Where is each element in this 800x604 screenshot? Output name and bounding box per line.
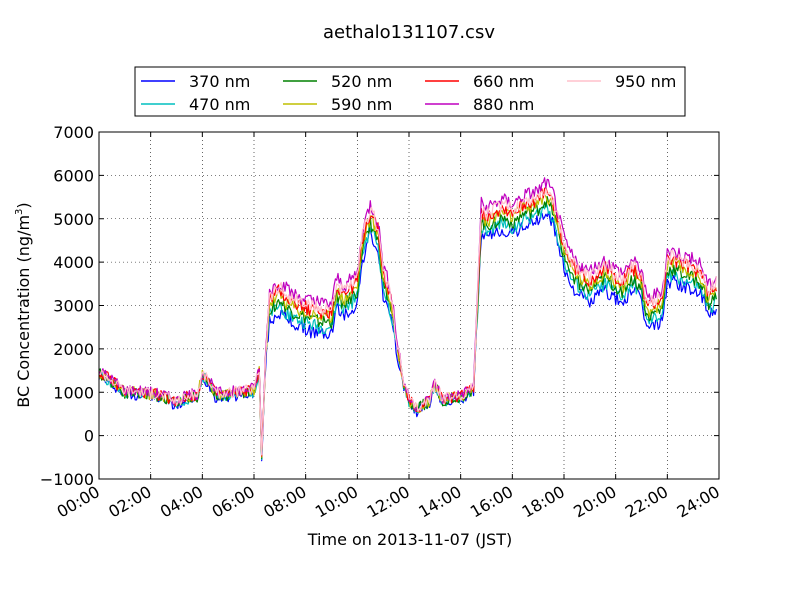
x-tick-label: 22:00	[622, 482, 671, 522]
legend-label: 660 nm	[473, 72, 534, 91]
y-tick-label: 2000	[53, 340, 94, 359]
legend-label: 470 nm	[189, 95, 250, 114]
legend-label: 880 nm	[473, 95, 534, 114]
x-axis-label: Time on 2013-11-07 (JST)	[307, 530, 512, 549]
x-tick-label: 04:00	[157, 482, 206, 522]
x-tick-label: 08:00	[260, 482, 309, 522]
y-axis: 7000 6000 5000 4000 3000 2000 1000 0 −1000	[40, 123, 719, 489]
y-tick-label: 3000	[53, 297, 94, 316]
y-tick-label: 4000	[53, 253, 94, 272]
legend: 370 nm 470 nm 520 nm 590 nm 660 nm 880 nm 950 …	[134, 66, 686, 117]
x-tick-label: 20:00	[570, 482, 619, 522]
x-tick-label: 16:00	[467, 482, 516, 522]
y-axis-label: BC Concentration (ng/m3)	[14, 202, 33, 407]
x-tick-label: 24:00	[674, 482, 723, 522]
y-tick-label: 6000	[53, 166, 94, 185]
series-lines	[98, 177, 717, 462]
y-axis-label-superscript: 3	[14, 209, 25, 215]
y-axis-label-main: BC Concentration (ng/m	[14, 215, 33, 408]
y-tick-label: −1000	[40, 470, 94, 489]
y-tick-label: 5000	[53, 210, 94, 229]
y-axis-label-end: )	[14, 202, 33, 208]
legend-label: 590 nm	[331, 95, 392, 114]
x-tick-label: 06:00	[209, 482, 258, 522]
y-tick-label: 7000	[53, 123, 94, 142]
series-line	[98, 188, 717, 456]
x-tick-label: 10:00	[312, 482, 361, 522]
x-tick-label: 14:00	[415, 482, 464, 522]
legend-label: 520 nm	[331, 72, 392, 91]
y-tick-label: 0	[84, 427, 94, 446]
x-tick-label: 18:00	[519, 482, 568, 522]
legend-label: 370 nm	[189, 72, 250, 91]
x-tick-label: 02:00	[105, 482, 154, 522]
grid-lines	[99, 132, 719, 479]
legend-label: 950 nm	[615, 72, 676, 91]
x-tick-label: 12:00	[364, 482, 413, 522]
y-tick-label: 1000	[53, 383, 94, 402]
series-line	[98, 177, 717, 456]
chart-title: aethalo131107.csv	[323, 22, 495, 43]
